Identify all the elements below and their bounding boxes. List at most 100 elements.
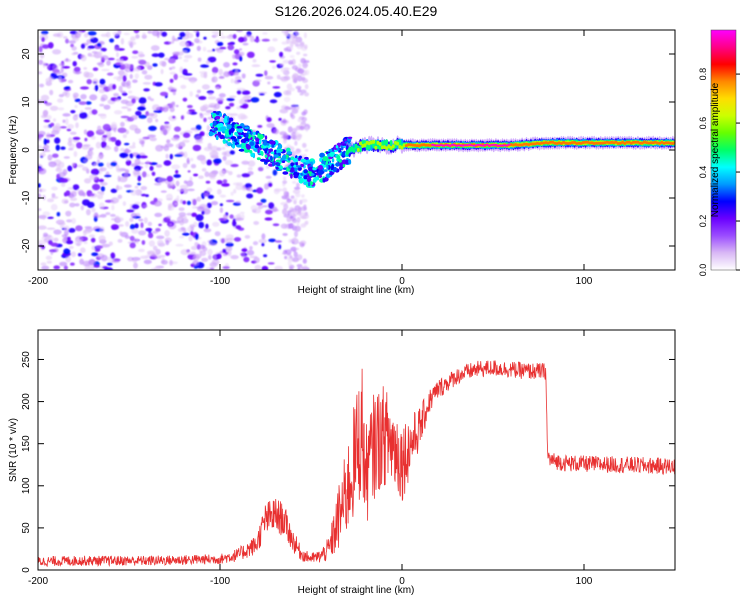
ridge-blob (319, 152, 325, 158)
noise-blob (46, 227, 56, 230)
noise-blob (294, 30, 299, 34)
noise-blob (61, 198, 69, 204)
noise-blob (118, 85, 123, 92)
noise-blob (223, 62, 230, 68)
noise-blob (66, 240, 74, 245)
noise-blob (267, 46, 276, 53)
noise-blob (42, 194, 46, 201)
noise-blob (198, 175, 204, 179)
noise-blob (168, 85, 173, 89)
noise-blob (240, 252, 245, 256)
noise-blob (112, 84, 117, 90)
ridge-band (472, 144, 476, 147)
noise-blob (157, 177, 167, 184)
ridge-blob (228, 129, 232, 135)
noise-blob (60, 66, 64, 73)
ridge-band (529, 142, 533, 146)
noise-blob (229, 214, 234, 219)
noise-blob (157, 239, 164, 246)
ridge-band (359, 146, 362, 153)
noise-blob (205, 180, 211, 184)
noise-blob (283, 191, 289, 197)
noise-blob (137, 51, 144, 58)
ridge-blob (308, 166, 314, 172)
ridge-blob (250, 152, 255, 158)
noise-blob (115, 185, 123, 190)
noise-blob (283, 203, 289, 210)
noise-blob (119, 231, 123, 236)
noise-blob (221, 238, 225, 244)
noise-blob (205, 109, 214, 114)
noise-blob (252, 241, 259, 246)
noise-blob (179, 40, 188, 47)
noise-blob (185, 30, 190, 36)
noise-blob (294, 140, 298, 146)
noise-blob (38, 145, 43, 149)
noise-blob (124, 142, 130, 146)
noise-blob (155, 118, 159, 123)
noise-blob (219, 203, 223, 207)
noise-blob (86, 79, 92, 85)
snr-x-label: Height of straight line (km) (298, 585, 415, 596)
noise-blob (150, 45, 160, 51)
noise-blob (142, 32, 146, 36)
noise-blob (196, 89, 201, 94)
noise-blob (70, 197, 78, 201)
noise-blob (263, 254, 268, 258)
noise-blob (272, 169, 278, 176)
noise-blob (238, 36, 245, 43)
noise-blob (122, 201, 127, 207)
ridge-blob (325, 151, 329, 155)
ridge-blob (227, 116, 230, 122)
noise-blob (54, 71, 62, 75)
ridge-blob (236, 144, 242, 148)
noise-blob (177, 36, 183, 40)
noise-blob (249, 246, 253, 250)
noise-blob (71, 46, 77, 51)
ridge-blob (215, 115, 221, 120)
ridge-blob (328, 156, 333, 160)
noise-blob (174, 126, 181, 132)
noise-blob (42, 215, 46, 220)
noise-blob (201, 168, 207, 172)
noise-blob (38, 168, 44, 171)
noise-blob (38, 130, 46, 136)
noise-blob (178, 212, 186, 217)
noise-blob (86, 130, 95, 138)
noise-blob (169, 78, 174, 83)
noise-blob (233, 237, 242, 242)
noise-blob (186, 200, 191, 206)
noise-blob (50, 122, 55, 127)
noise-blob (60, 146, 66, 150)
noise-blob (147, 30, 152, 34)
noise-blob (284, 92, 292, 96)
noise-blob (242, 103, 249, 109)
noise-blob (300, 206, 307, 212)
noise-blob (132, 169, 140, 176)
ridge-band (372, 143, 376, 149)
noise-blob (61, 182, 66, 188)
noise-blob (289, 41, 294, 48)
noise-blob (288, 223, 294, 229)
ridge-band (522, 142, 526, 146)
noise-blob (295, 150, 300, 155)
noise-blob (166, 215, 171, 219)
noise-blob (289, 112, 293, 118)
noise-blob (226, 97, 235, 102)
noise-blob (129, 224, 136, 230)
noise-blob (233, 188, 237, 194)
noise-blob (134, 158, 141, 166)
noise-blob (159, 91, 169, 97)
noise-blob (66, 128, 72, 132)
noise-blob (80, 94, 87, 100)
noise-blob (74, 203, 80, 207)
noise-blob (278, 117, 282, 121)
noise-blob (52, 64, 59, 71)
noise-blob (297, 267, 301, 270)
noise-blob (296, 264, 303, 268)
noise-blob (282, 59, 290, 64)
noise-blob (271, 65, 277, 70)
ridge-band (359, 141, 362, 146)
ridge-band (378, 142, 382, 146)
noise-blob (187, 104, 193, 109)
